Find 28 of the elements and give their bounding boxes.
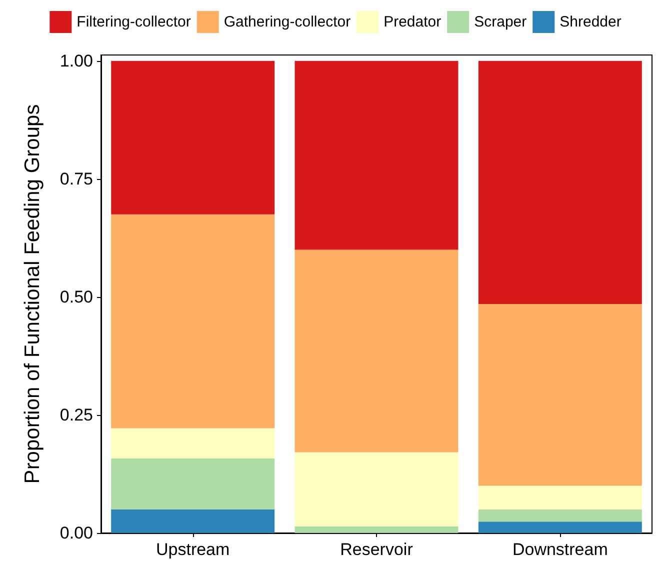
bar: [111, 214, 275, 428]
bar: [111, 509, 275, 533]
x-tick-label: Downstream: [512, 540, 608, 559]
legend-label: Predator: [384, 14, 442, 30]
y-tick-label: 0.00: [60, 524, 93, 542]
bar: [111, 458, 275, 510]
x-tick-label: Upstream: [156, 540, 230, 559]
y-tick-label: 0.50: [60, 287, 93, 306]
y-tick-label: 1.00: [60, 51, 93, 70]
bar: [111, 428, 275, 458]
legend-label: Scraper: [474, 14, 527, 30]
bar: [478, 509, 642, 522]
legend-label: Filtering-collector: [76, 14, 191, 30]
bar: [294, 452, 458, 526]
bar: [294, 60, 458, 250]
bar: [478, 304, 642, 486]
legend-label: Shredder: [560, 14, 622, 30]
legend-label: Gathering-collector: [224, 14, 351, 30]
bar: [478, 522, 642, 533]
bar: [294, 250, 458, 452]
bar: [294, 526, 458, 533]
bar: [111, 60, 275, 214]
x-tick-label: Reservoir: [340, 540, 414, 559]
y-tick-label: 0.25: [60, 405, 93, 424]
y-tick-label: 0.75: [60, 169, 93, 188]
y-axis-title: Proportion of Functional Feeding Groups: [21, 104, 44, 484]
bar: [478, 60, 642, 304]
bar: [478, 486, 642, 510]
